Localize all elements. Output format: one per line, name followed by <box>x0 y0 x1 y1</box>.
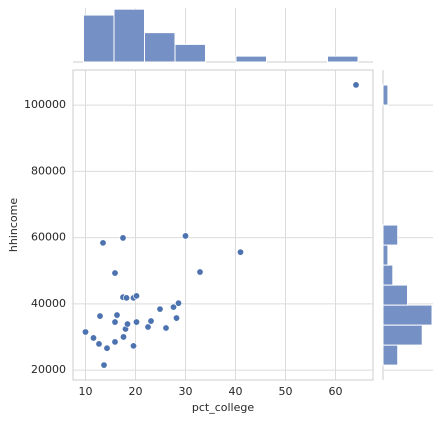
histogram-bar <box>83 14 115 63</box>
point <box>196 268 204 276</box>
histogram-bar <box>382 84 389 106</box>
histogram-bar <box>382 284 409 306</box>
point <box>156 305 164 313</box>
x-tick-label: 10 <box>79 385 93 398</box>
point <box>111 269 119 277</box>
point <box>144 323 152 331</box>
y-tick-label: 20000 <box>31 363 66 376</box>
y-axis-label: hhincome <box>7 198 20 252</box>
histogram-bar <box>382 344 399 366</box>
point <box>119 234 127 242</box>
point <box>96 312 104 320</box>
histogram-bar <box>382 264 394 286</box>
histogram-bar <box>382 224 399 246</box>
point <box>124 320 132 328</box>
point <box>82 328 90 336</box>
histogram-bar <box>235 55 267 63</box>
point <box>147 317 155 325</box>
histogram-bar <box>327 55 359 63</box>
histogram-bar <box>144 32 176 63</box>
point <box>173 314 181 322</box>
point <box>120 333 128 341</box>
x-tick-label: 40 <box>229 385 243 398</box>
point <box>113 311 121 319</box>
histogram-bar <box>382 324 423 346</box>
histogram-bar <box>382 304 433 326</box>
y-tick-label: 60000 <box>31 231 66 244</box>
point <box>352 81 360 89</box>
point <box>99 239 107 247</box>
x-tick-label: 20 <box>129 385 143 398</box>
point <box>133 292 141 300</box>
histogram-bar <box>382 244 389 266</box>
point <box>182 232 190 240</box>
y-tick-label: 40000 <box>31 297 66 310</box>
x-tick-label: 30 <box>179 385 193 398</box>
x-tick-label: 50 <box>279 385 293 398</box>
point <box>170 303 178 311</box>
x-axis-label: pct_college <box>192 401 254 414</box>
point <box>95 340 103 348</box>
y-tick-label: 100000 <box>24 98 66 111</box>
plot-frame <box>72 69 374 381</box>
point <box>130 342 138 350</box>
point <box>103 344 111 352</box>
point <box>175 299 183 307</box>
point <box>123 294 131 302</box>
histogram-bar <box>113 8 145 63</box>
point <box>237 248 245 256</box>
point <box>100 361 108 369</box>
point <box>133 318 141 326</box>
y-tick-label: 80000 <box>31 164 66 177</box>
x-tick-label: 60 <box>329 385 343 398</box>
point <box>162 324 170 332</box>
point <box>111 338 119 346</box>
histogram-bar <box>174 43 206 63</box>
point <box>111 318 119 326</box>
point <box>90 334 98 342</box>
